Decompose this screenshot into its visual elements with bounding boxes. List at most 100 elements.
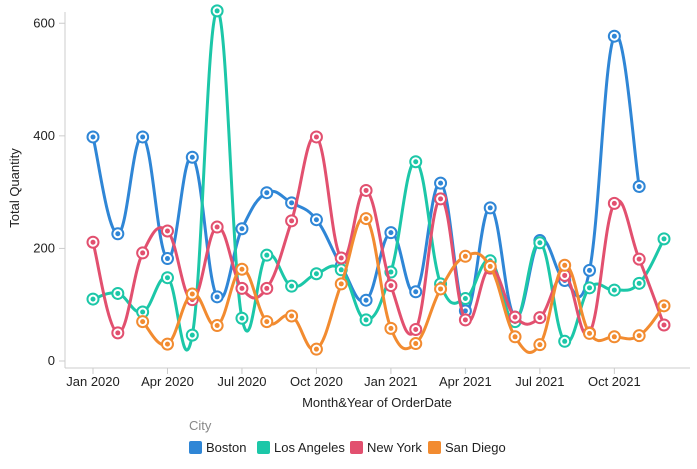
data-point-core-los-angeles bbox=[587, 285, 593, 291]
data-point-core-san-diego bbox=[537, 342, 543, 348]
data-point-core-san-diego bbox=[338, 281, 344, 287]
data-point-core-new-york bbox=[438, 196, 444, 202]
legend-label: San Diego bbox=[445, 440, 506, 455]
data-point-core-new-york bbox=[413, 326, 419, 332]
data-point-core-san-diego bbox=[413, 341, 419, 347]
data-point-core-san-diego bbox=[214, 323, 220, 329]
data-point-core-los-angeles bbox=[239, 315, 245, 321]
data-point-core-new-york bbox=[239, 285, 245, 291]
legend-item-san-diego[interactable]: San Diego bbox=[428, 440, 506, 455]
legend-swatch bbox=[350, 441, 363, 454]
data-point-core-new-york bbox=[115, 330, 121, 336]
data-point-core-new-york bbox=[90, 239, 96, 245]
data-point-core-los-angeles bbox=[537, 240, 543, 246]
data-point-core-boston bbox=[363, 297, 369, 303]
data-point-core-los-angeles bbox=[189, 332, 195, 338]
data-point-core-los-angeles bbox=[388, 269, 394, 275]
data-point-core-boston bbox=[115, 231, 121, 237]
x-tick-label: Jul 2021 bbox=[515, 374, 564, 389]
data-point-core-new-york bbox=[512, 314, 518, 320]
data-point-core-boston bbox=[388, 230, 394, 236]
y-tick-label: 0 bbox=[48, 353, 55, 368]
x-tick-label: Oct 2020 bbox=[290, 374, 343, 389]
y-ticks: 0 200 400 600 bbox=[33, 15, 65, 368]
legend-swatch bbox=[189, 441, 202, 454]
data-point-core-los-angeles bbox=[562, 338, 568, 344]
data-point-core-new-york bbox=[388, 283, 394, 289]
legend-title: City bbox=[189, 418, 212, 433]
data-point-core-los-angeles bbox=[289, 283, 295, 289]
data-point-core-boston bbox=[289, 200, 295, 206]
legend-label: New York bbox=[367, 440, 422, 455]
data-point-core-los-angeles bbox=[462, 296, 468, 302]
x-tick-label: Apr 2020 bbox=[141, 374, 194, 389]
data-point-core-boston bbox=[413, 289, 419, 295]
data-point-core-los-angeles bbox=[115, 290, 121, 296]
data-point-core-new-york bbox=[636, 256, 642, 262]
legend-item-boston[interactable]: Boston bbox=[189, 440, 246, 455]
data-point-core-boston bbox=[140, 134, 146, 140]
data-point-core-new-york bbox=[140, 250, 146, 256]
data-point-core-boston bbox=[164, 256, 170, 262]
data-point-core-new-york bbox=[289, 218, 295, 224]
data-point-core-boston bbox=[438, 180, 444, 186]
data-point-core-san-diego bbox=[189, 291, 195, 297]
data-point-core-new-york bbox=[363, 187, 369, 193]
x-tick-label: Jan 2020 bbox=[66, 374, 120, 389]
x-ticks: Jan 2020 Apr 2020 Jul 2020 Oct 2020 Jan 2021… bbox=[66, 368, 641, 389]
data-point-core-new-york bbox=[214, 224, 220, 230]
data-point-core-los-angeles bbox=[90, 296, 96, 302]
y-tick-label: 400 bbox=[33, 128, 55, 143]
legend-item-new-york[interactable]: New York bbox=[350, 440, 422, 455]
data-point-core-san-diego bbox=[313, 346, 319, 352]
data-point-core-san-diego bbox=[611, 334, 617, 340]
data-point-core-los-angeles bbox=[338, 267, 344, 273]
data-point-core-new-york bbox=[462, 317, 468, 323]
data-point-core-los-angeles bbox=[636, 280, 642, 286]
legend-swatch bbox=[428, 441, 441, 454]
x-tick-label: Jan 2021 bbox=[364, 374, 418, 389]
data-point-core-new-york bbox=[313, 134, 319, 140]
data-point-core-new-york bbox=[537, 315, 543, 321]
data-point-core-los-angeles bbox=[313, 271, 319, 277]
x-tick-label: Apr 2021 bbox=[439, 374, 492, 389]
data-point-core-boston bbox=[462, 308, 468, 314]
data-point-core-san-diego bbox=[587, 330, 593, 336]
data-point-core-los-angeles bbox=[264, 252, 270, 258]
data-point-core-boston bbox=[189, 154, 195, 160]
data-point-core-san-diego bbox=[239, 266, 245, 272]
data-point-core-new-york bbox=[661, 322, 667, 328]
data-point-core-new-york bbox=[164, 228, 170, 234]
data-point-core-san-diego bbox=[140, 319, 146, 325]
data-point-core-san-diego bbox=[636, 333, 642, 339]
legend: City Boston Los Angeles New York San Diego bbox=[189, 418, 506, 455]
legend-item-los-angeles[interactable]: Los Angeles bbox=[257, 440, 345, 455]
data-point-core-san-diego bbox=[388, 325, 394, 331]
data-point-core-san-diego bbox=[462, 253, 468, 259]
data-point-core-boston bbox=[239, 226, 245, 232]
series-layer bbox=[86, 4, 671, 356]
series-los-angeles bbox=[86, 4, 671, 352]
data-point-core-new-york bbox=[264, 285, 270, 291]
data-point-core-san-diego bbox=[363, 216, 369, 222]
series-san-diego bbox=[136, 212, 671, 356]
data-point-core-san-diego bbox=[512, 334, 518, 340]
data-point-core-san-diego bbox=[562, 262, 568, 268]
data-point-core-new-york bbox=[338, 255, 344, 261]
series-line-san-diego bbox=[141, 216, 666, 355]
data-point-core-san-diego bbox=[661, 303, 667, 309]
data-point-core-los-angeles bbox=[413, 159, 419, 165]
data-point-core-boston bbox=[611, 33, 617, 39]
x-tick-label: Oct 2021 bbox=[588, 374, 641, 389]
data-point-core-san-diego bbox=[264, 319, 270, 325]
x-tick-label: Jul 2020 bbox=[217, 374, 266, 389]
data-point-core-new-york bbox=[611, 200, 617, 206]
data-point-core-los-angeles bbox=[363, 317, 369, 323]
y-tick-label: 600 bbox=[33, 15, 55, 30]
data-point-core-los-angeles bbox=[214, 8, 220, 14]
x-axis-title: Month&Year of OrderDate bbox=[302, 395, 452, 410]
y-tick-label: 200 bbox=[33, 240, 55, 255]
data-point-core-boston bbox=[264, 190, 270, 196]
data-point-core-boston bbox=[636, 184, 642, 189]
legend-swatch bbox=[257, 441, 270, 454]
